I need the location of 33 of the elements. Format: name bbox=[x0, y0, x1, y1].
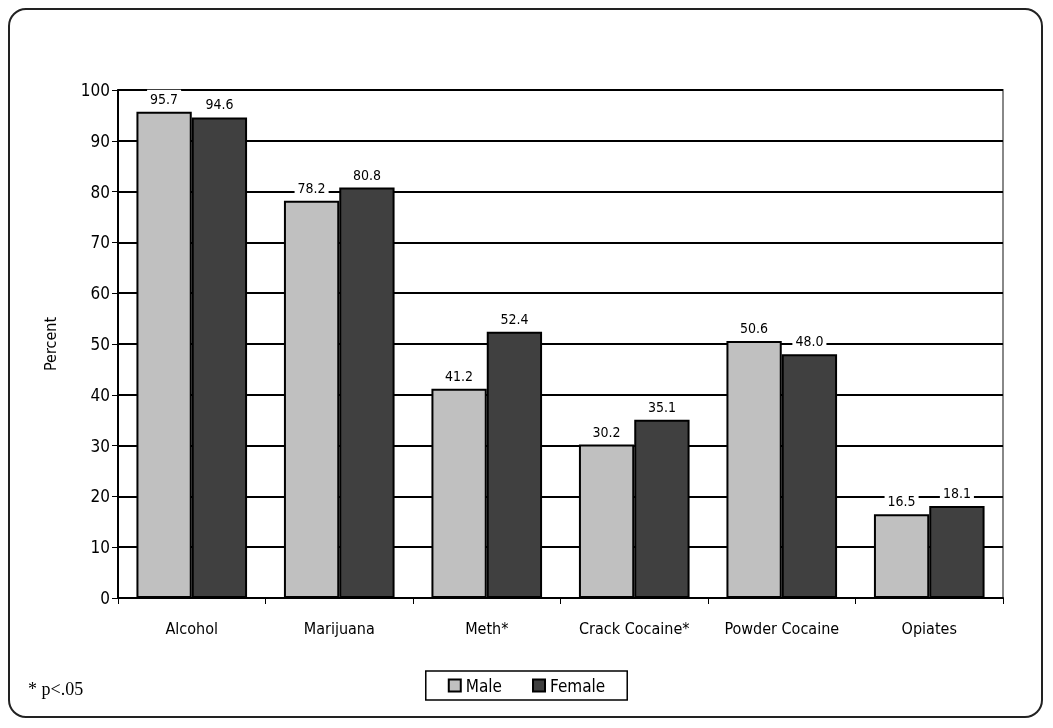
text: * p<.05 bbox=[28, 679, 84, 699]
x-tick-label: Alcohol bbox=[165, 618, 218, 638]
y-tick-label: 80 bbox=[90, 181, 110, 202]
y-tick-label: 20 bbox=[90, 486, 110, 507]
y-tick-label: 60 bbox=[90, 283, 110, 304]
y-tick-label: 0 bbox=[100, 588, 110, 608]
x-tick-label: Marijuana bbox=[303, 618, 375, 638]
data-label: 30.2 bbox=[592, 423, 621, 440]
data-label: 95.7 bbox=[150, 90, 179, 107]
legend-label: Male bbox=[465, 675, 503, 696]
data-label: 80.8 bbox=[352, 166, 381, 183]
data-label: 52.4 bbox=[500, 310, 529, 327]
data-label: 94.6 bbox=[205, 96, 234, 113]
data-label: 48.0 bbox=[795, 333, 824, 350]
y-tick-label: 10 bbox=[90, 537, 110, 558]
y-axis-title: Percent bbox=[40, 316, 60, 372]
y-tick-label: 70 bbox=[90, 232, 110, 253]
data-label: 78.2 bbox=[297, 179, 326, 196]
data-label: 50.6 bbox=[740, 319, 769, 336]
y-tick-label: 40 bbox=[90, 384, 110, 405]
y-tick-label: 90 bbox=[90, 130, 110, 151]
data-label: 16.5 bbox=[887, 493, 916, 510]
x-tick-label: Opiates bbox=[901, 618, 957, 638]
y-tick-label: 50 bbox=[90, 334, 110, 354]
x-tick-label: Powder Cocaine bbox=[724, 618, 840, 638]
x-tick-label: Crack Cocaine* bbox=[579, 618, 690, 638]
data-label: 41.2 bbox=[445, 367, 474, 384]
y-tick-label: 100 bbox=[80, 80, 110, 100]
data-label: 18.1 bbox=[942, 485, 971, 502]
x-tick-label: Meth* bbox=[465, 618, 509, 638]
y-tick-label: 30 bbox=[90, 435, 110, 456]
legend-label: Female bbox=[550, 675, 606, 696]
data-label: 35.1 bbox=[647, 398, 676, 415]
